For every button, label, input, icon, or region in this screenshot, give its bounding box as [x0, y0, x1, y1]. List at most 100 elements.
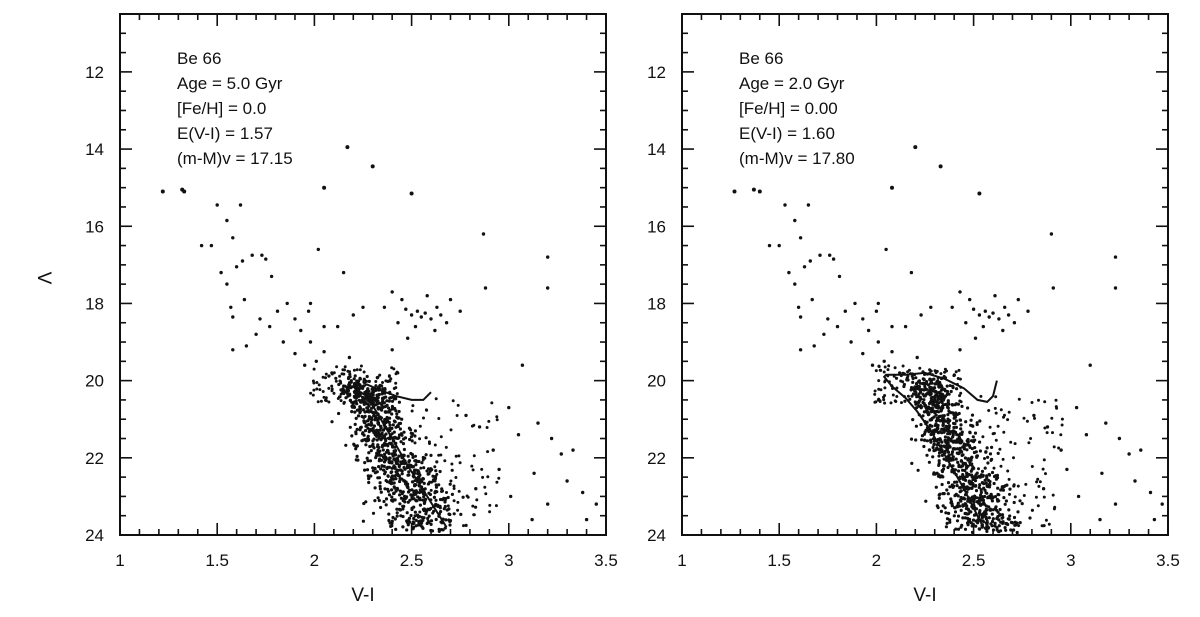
- star-point: [968, 445, 972, 449]
- star-point: [376, 421, 380, 425]
- star-point: [993, 495, 998, 499]
- star-point: [988, 496, 991, 499]
- star-point: [349, 386, 353, 390]
- star-point: [968, 510, 972, 514]
- star-point: [390, 412, 394, 416]
- star-point: [822, 332, 826, 336]
- star-point: [919, 423, 923, 427]
- star-point: [406, 520, 410, 524]
- star-point: [970, 467, 974, 472]
- star-point: [1003, 526, 1007, 530]
- star-point: [384, 432, 388, 436]
- star-point: [961, 516, 965, 520]
- star-point: [963, 493, 968, 497]
- star-point: [409, 431, 413, 435]
- star-point: [906, 375, 910, 378]
- star-point: [934, 485, 938, 489]
- star-point: [1002, 496, 1006, 500]
- star-point: [368, 444, 372, 449]
- star-point: [439, 520, 443, 524]
- star-point: [395, 511, 399, 515]
- star-point: [425, 521, 429, 526]
- star-point: [970, 473, 974, 477]
- star-point: [452, 512, 456, 516]
- star-point: [1100, 471, 1104, 475]
- star-point: [413, 510, 417, 514]
- star-point: [398, 489, 403, 493]
- star-point: [1088, 363, 1092, 367]
- star-point: [359, 364, 363, 368]
- star-point: [767, 243, 772, 248]
- y-tick-label: 22: [647, 449, 666, 468]
- star-point: [992, 481, 996, 486]
- star-point: [443, 526, 447, 530]
- star-point: [532, 471, 536, 475]
- star-point: [344, 443, 348, 447]
- star-point: [990, 512, 994, 516]
- star-point: [787, 270, 791, 275]
- star-point: [972, 450, 977, 455]
- star-point: [390, 476, 394, 480]
- star-point: [987, 516, 991, 520]
- star-point: [417, 459, 421, 464]
- star-point: [414, 454, 417, 458]
- star-point: [311, 393, 315, 397]
- star-point: [260, 253, 264, 257]
- star-point: [395, 514, 399, 518]
- star-point: [413, 324, 418, 329]
- star-point: [927, 430, 931, 434]
- star-point: [948, 520, 952, 524]
- star-point: [382, 464, 386, 468]
- star-point: [955, 387, 959, 391]
- star-point: [382, 499, 386, 504]
- star-point: [390, 407, 394, 411]
- star-point: [425, 408, 429, 412]
- star-point: [952, 514, 956, 518]
- star-point: [380, 392, 384, 396]
- star-point: [1059, 433, 1063, 437]
- star-point: [390, 481, 394, 485]
- star-point: [939, 408, 944, 412]
- star-point: [400, 456, 404, 460]
- star-point: [890, 384, 894, 388]
- star-point: [386, 420, 390, 424]
- star-point: [1104, 421, 1108, 425]
- star-point: [963, 516, 967, 520]
- star-point: [917, 385, 922, 389]
- star-point: [374, 380, 378, 383]
- star-point: [959, 459, 964, 463]
- star-point: [873, 389, 877, 393]
- star-point: [961, 482, 966, 486]
- star-point: [941, 475, 945, 479]
- star-point: [398, 502, 402, 506]
- star-point: [914, 424, 919, 428]
- star-point: [441, 528, 445, 532]
- star-point: [947, 453, 951, 457]
- star-point: [369, 423, 373, 427]
- star-point: [374, 454, 378, 458]
- star-point: [954, 425, 959, 429]
- star-point: [1009, 528, 1013, 532]
- plot-frame: [119, 13, 607, 536]
- star-point: [410, 439, 414, 443]
- star-point: [362, 380, 366, 384]
- star-point: [915, 355, 919, 360]
- star-point: [444, 321, 449, 325]
- star-point: [936, 427, 940, 431]
- star-point: [322, 350, 326, 354]
- star-point: [381, 381, 384, 384]
- star-point: [975, 471, 979, 475]
- star-point: [363, 461, 367, 465]
- star-point: [238, 203, 243, 207]
- y-tick-label: 24: [85, 526, 104, 545]
- star-point: [437, 512, 441, 516]
- star-point: [966, 499, 970, 503]
- star-point: [943, 387, 947, 392]
- star-point: [970, 530, 975, 535]
- star-point: [899, 374, 903, 378]
- star-point: [1152, 517, 1157, 522]
- star-point: [922, 377, 926, 382]
- star-point: [1034, 495, 1038, 499]
- star-point: [411, 522, 415, 526]
- star-point: [319, 399, 323, 403]
